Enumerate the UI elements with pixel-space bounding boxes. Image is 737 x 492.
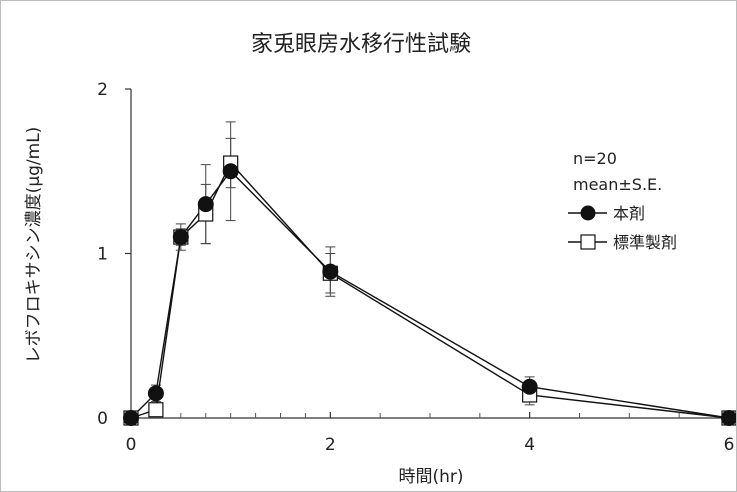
legend-marker-0	[580, 205, 596, 221]
series-0-point-1	[147, 385, 164, 402]
legend-label-0: 本剤	[613, 204, 645, 223]
y-tick-label-1: 1	[97, 245, 108, 265]
series-0-point-5	[322, 263, 339, 280]
legend-marker-1	[580, 234, 596, 250]
series-0-point-4	[222, 163, 239, 180]
series-0-point-7	[721, 410, 736, 426]
series-0-point-0	[123, 410, 139, 426]
series-0-point-3	[197, 196, 214, 213]
x-tick-label-3: 6	[724, 435, 735, 455]
series-1-point-1	[148, 402, 164, 418]
y-tick-label-0: 0	[97, 409, 108, 429]
chart-title: 家兎眼房水移行性試験	[251, 32, 471, 57]
annotation-1: mean±S.E.	[573, 175, 662, 194]
series-0-point-2	[172, 229, 189, 246]
x-tick-label-0: 0	[126, 435, 137, 455]
x-tick-label-2: 4	[524, 435, 535, 455]
x-axis-label: 時間(hr)	[398, 467, 463, 487]
y-axis-label: レボフロキサシン濃度(μg/mL)	[24, 127, 44, 364]
x-tick-label-1: 2	[325, 435, 336, 455]
series-0-point-6	[521, 378, 538, 395]
legend-label-1: 標準製剤	[613, 233, 677, 252]
series-1-line	[130, 161, 730, 419]
annotation-0: n=20	[573, 149, 617, 168]
y-tick-label-2: 2	[97, 80, 108, 100]
